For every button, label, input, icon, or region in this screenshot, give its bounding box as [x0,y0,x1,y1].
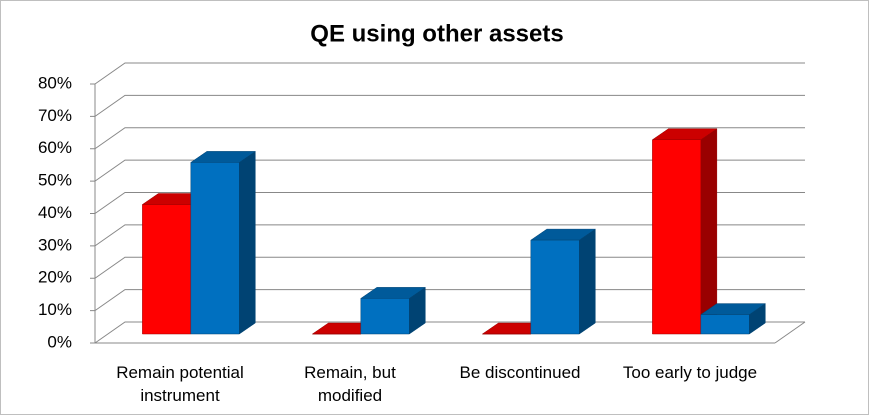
bar [700,303,767,335]
grid-line [94,192,805,214]
x-tick-label: Be discontinued [459,363,581,382]
y-tick-label: 60% [38,138,72,157]
bar-face [530,239,580,335]
bar-face [360,298,410,335]
bar-face [142,204,192,335]
y-tick-label: 70% [38,106,72,125]
y-tick-label: 50% [38,171,72,190]
grid-line [94,94,805,117]
floor-edge [774,321,806,344]
bar [530,228,597,335]
y-tick-label: 30% [38,235,72,254]
bar-side [700,128,718,335]
bar [190,150,257,335]
grid-line [94,224,805,247]
y-tick-label: 0% [47,332,72,351]
bar [360,286,427,335]
x-tick-label: Remain potential instrument [116,363,244,405]
x-tick-label: Remain, but modified [304,363,396,405]
grid-line [94,127,805,150]
y-tick-label: 10% [38,300,72,319]
bar [651,128,718,335]
bar-side [579,228,596,335]
y-tick-label: 80% [38,73,72,92]
y-tick-label: 40% [38,203,72,222]
grid-line [94,62,805,85]
grid-line [94,159,805,182]
bar-face [190,162,240,335]
bar-face [652,139,702,335]
x-tick-label: Too early to judge [622,363,758,382]
chart-title: QE using other assets [310,20,563,47]
y-tick-label: 20% [38,268,72,287]
bar-side [239,150,256,335]
bar-face [700,314,750,335]
